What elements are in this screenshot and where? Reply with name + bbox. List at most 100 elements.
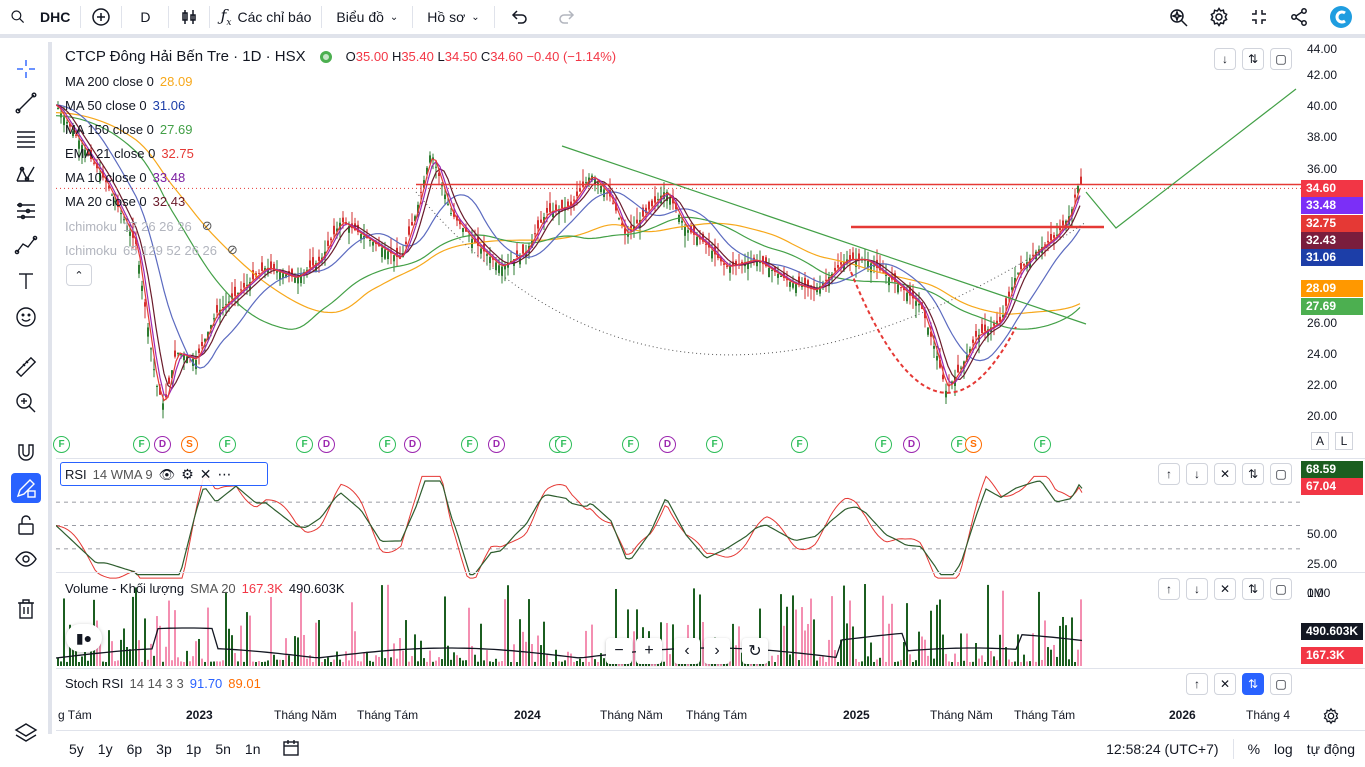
event-marker-d[interactable]: D — [903, 436, 920, 453]
event-marker-s[interactable]: S — [965, 436, 982, 453]
delete-pane-button[interactable]: ✕ — [1214, 578, 1236, 600]
fib-tool[interactable] — [11, 124, 41, 154]
event-marker-d[interactable]: D — [488, 436, 505, 453]
indicator-legend[interactable]: EMA 21 close 0 32.75 — [65, 146, 194, 161]
event-marker-s[interactable]: S — [181, 436, 198, 453]
profile-dropdown[interactable]: Hồ sơ ⌄ — [413, 0, 493, 34]
zoom-in-button[interactable]: + — [636, 638, 662, 664]
event-marker-f[interactable]: F — [219, 436, 236, 453]
maximize-pane-button[interactable]: ▢ — [1270, 578, 1292, 600]
move-down-button[interactable]: ↓ — [1186, 463, 1208, 485]
close-icon[interactable]: ✕ — [199, 466, 212, 482]
pane-divider[interactable] — [56, 668, 1365, 669]
indicators-button[interactable]: ƒx Các chỉ báo — [210, 0, 321, 34]
pane-divider[interactable] — [56, 458, 1365, 459]
eye-icon[interactable]: 👁 — [158, 466, 176, 482]
chart-style-button[interactable] — [169, 0, 209, 34]
brush-tool[interactable] — [11, 230, 41, 260]
move-up-button[interactable]: ↑ — [1186, 673, 1208, 695]
collapse-pane-button[interactable]: ⇅ — [1242, 463, 1264, 485]
range-button-5y[interactable]: 5y — [69, 741, 84, 757]
goto-date-button[interactable] — [281, 738, 301, 761]
indicator-legend[interactable]: MA 150 close 0 27.69 — [65, 122, 192, 137]
stoch-rsi-legend[interactable]: Stoch RSI 14 14 3 3 91.70 89.01 — [65, 676, 261, 691]
move-up-button[interactable]: ↑ — [1158, 578, 1180, 600]
indicator-legend[interactable]: Ichimoku 17 26 26 26 ⊘ — [65, 218, 213, 234]
range-button-5n[interactable]: 5n — [215, 741, 231, 757]
move-down-button[interactable]: ↓ — [1186, 578, 1208, 600]
collapse-legend-button[interactable]: ⌃ — [66, 264, 92, 286]
event-marker-f[interactable]: F — [706, 436, 723, 453]
undo-button[interactable] — [495, 0, 543, 34]
time-axis[interactable]: g Tám 2023 Tháng Năm Tháng Tám 2024 Tháng Năm… — [56, 704, 1365, 728]
hidden-eye-icon[interactable]: ⊘ — [201, 218, 213, 233]
expand-pane-button[interactable]: ⇅ — [1242, 673, 1264, 695]
range-button-1p[interactable]: 1p — [185, 741, 202, 757]
delete-pane-button[interactable]: ✕ — [1214, 673, 1236, 695]
event-marker-f[interactable]: F — [296, 436, 313, 453]
rsi-legend-chip[interactable] — [60, 462, 268, 486]
move-down-button[interactable]: ↓ — [1214, 48, 1236, 70]
pattern-tool[interactable] — [11, 160, 41, 190]
tradingview-logo[interactable]: ▮● — [66, 624, 102, 652]
more-icon[interactable]: ⋯ — [217, 466, 232, 482]
measure-tool[interactable] — [11, 352, 41, 382]
price-axis[interactable]: 44.00 42.00 40.00 38.00 36.00 26.00 24.00 22.00… — [1301, 42, 1365, 704]
zoom-out-button[interactable]: − — [606, 638, 632, 664]
compare-button[interactable] — [81, 0, 121, 34]
event-marker-f[interactable]: F — [875, 436, 892, 453]
rsi-legend[interactable]: RSI 14 WMA 9 👁 ⚙ ✕ ⋯ — [65, 466, 231, 483]
event-marker-d[interactable]: D — [404, 436, 421, 453]
share-button[interactable] — [1279, 0, 1319, 34]
event-marker-f[interactable]: F — [555, 436, 572, 453]
event-marker-f[interactable]: F — [622, 436, 639, 453]
log-scale-button[interactable]: L — [1335, 432, 1353, 450]
event-marker-f[interactable]: F — [53, 436, 70, 453]
lock-drawing-tool[interactable] — [11, 473, 41, 503]
indicator-legend[interactable]: MA 10 close 0 33.48 — [65, 170, 185, 185]
crosshair-tool[interactable] — [11, 54, 41, 84]
range-button-1n[interactable]: 1n — [244, 741, 261, 757]
range-button-1y[interactable]: 1y — [97, 741, 113, 757]
event-marker-f[interactable]: F — [951, 436, 968, 453]
indicator-legend[interactable]: Ichimoku 65 129 52 26 26 ⊘ — [65, 242, 238, 258]
scroll-right-button[interactable]: › — [704, 638, 730, 664]
indicator-legend[interactable]: MA 20 close 0 32.43 — [65, 194, 185, 209]
hidden-eye-icon[interactable]: ⊘ — [227, 242, 238, 257]
event-marker-f[interactable]: F — [791, 436, 808, 453]
maximize-pane-button[interactable]: ▢ — [1270, 673, 1292, 695]
magnet-tool[interactable] — [11, 438, 41, 468]
auto-scale-button[interactable]: A — [1311, 432, 1329, 450]
event-marker-d[interactable]: D — [659, 436, 676, 453]
delete-pane-button[interactable]: ✕ — [1214, 463, 1236, 485]
move-up-button[interactable]: ↑ — [1158, 463, 1180, 485]
visibility-tool[interactable] — [11, 544, 41, 574]
brand-logo[interactable] — [1319, 0, 1365, 34]
volume-legend[interactable]: Volume - Khối lượng SMA 20 167.3K 490.60… — [65, 581, 345, 596]
percent-toggle[interactable]: % — [1247, 741, 1261, 757]
redo-button[interactable] — [543, 0, 591, 34]
reset-button[interactable]: ↻ — [742, 638, 768, 664]
event-marker-f[interactable]: F — [461, 436, 478, 453]
interval-button[interactable]: D — [122, 0, 168, 34]
collapse-pane-button[interactable]: ⇅ — [1242, 48, 1264, 70]
event-marker-d[interactable]: D — [318, 436, 335, 453]
text-tool[interactable] — [11, 266, 41, 296]
indicator-legend[interactable]: MA 200 close 0 28.09 — [65, 74, 192, 89]
trendline-tool[interactable] — [11, 88, 41, 118]
clock-timezone[interactable]: 12:58:24 (UTC+7) — [1106, 741, 1219, 757]
object-tree-tool[interactable] — [11, 718, 41, 748]
remove-drawings-tool[interactable] — [11, 594, 41, 624]
event-marker-f[interactable]: F — [1034, 436, 1051, 453]
gear-icon[interactable]: ⚙ — [181, 466, 194, 482]
settings-button[interactable] — [1199, 0, 1239, 34]
quick-search-button[interactable] — [1159, 0, 1199, 34]
projection-tool[interactable] — [11, 196, 41, 226]
price-chart-canvas[interactable] — [56, 42, 1301, 704]
auto-toggle[interactable]: tự động — [1306, 741, 1355, 757]
pane-divider[interactable] — [56, 572, 1365, 573]
symbol-legend[interactable]: CTCP Đông Hải Bến Tre · 1D · HSX O35.00 … — [65, 48, 616, 65]
indicator-legend[interactable]: MA 50 close 0 31.06 — [65, 98, 185, 113]
lock-all-tool[interactable] — [11, 510, 41, 540]
time-axis-settings-button[interactable] — [1322, 707, 1340, 730]
